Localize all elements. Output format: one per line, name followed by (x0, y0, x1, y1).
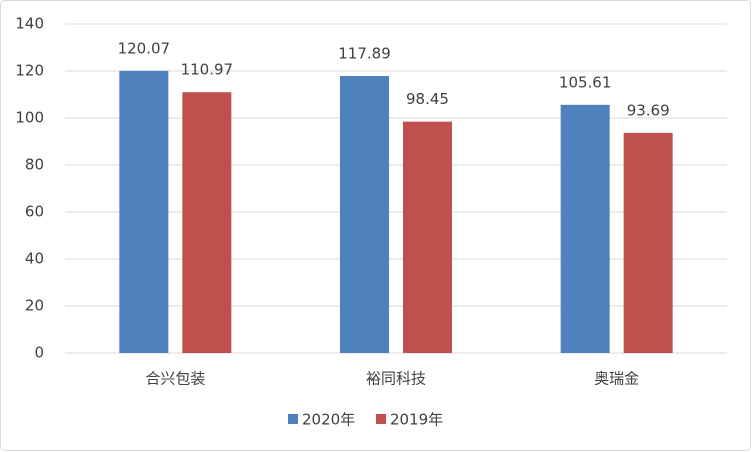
x-tick-label: 奥瑞金 (594, 370, 639, 388)
value-label: 93.69 (627, 101, 670, 119)
y-tick-label: 100 (15, 109, 44, 127)
x-tick-label: 裕同科技 (366, 370, 426, 388)
value-label: 117.89 (338, 44, 391, 62)
value-label: 110.97 (181, 61, 234, 79)
value-label: 105.61 (559, 73, 612, 91)
legend-label: 2019年 (390, 411, 443, 429)
bar (623, 132, 673, 353)
y-tick-label: 20 (25, 297, 44, 315)
y-tick-label: 60 (25, 203, 44, 221)
bar (119, 70, 169, 353)
y-tick-label: 120 (15, 62, 44, 80)
bar (560, 104, 610, 353)
legend-label: 2020年 (302, 411, 355, 429)
y-tick-label: 40 (25, 250, 44, 268)
value-label: 98.45 (406, 90, 449, 108)
x-tick-label: 合兴包装 (145, 370, 205, 388)
bar (182, 92, 232, 354)
bar (340, 75, 389, 354)
y-tick-label: 80 (25, 156, 44, 174)
value-label: 120.07 (118, 39, 171, 57)
bar (403, 121, 452, 353)
legend-swatch (288, 414, 298, 424)
legend-swatch (376, 414, 386, 424)
y-tick-label: 0 (34, 344, 44, 362)
y-tick-label: 140 (15, 15, 44, 33)
